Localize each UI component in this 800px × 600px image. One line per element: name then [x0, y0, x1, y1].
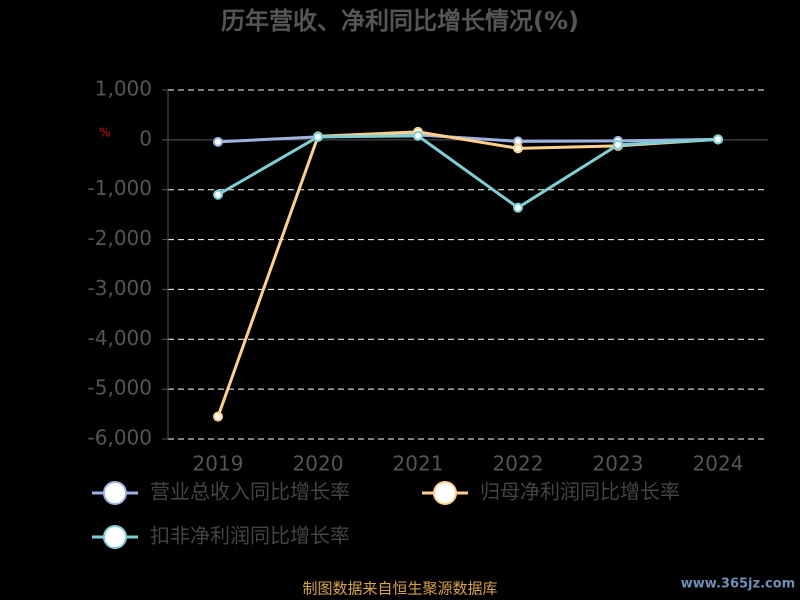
legend-label: 归母净利润同比增长率 [480, 480, 680, 504]
series-line [217, 133, 719, 144]
y-unit: % [99, 126, 110, 140]
y-tick-label: -5,000 [88, 376, 152, 400]
x-tick-label: 2024 [693, 452, 744, 476]
point [213, 411, 223, 422]
legend-label: 扣非净利润同比增长率 [150, 524, 350, 548]
point [213, 136, 223, 147]
y-tick-label: -1,000 [88, 176, 152, 200]
legend-marker [103, 525, 127, 549]
y-tick-label: -2,000 [88, 226, 152, 250]
legend-marker [103, 481, 127, 505]
series-line [217, 134, 719, 210]
x-tick-label: 2020 [293, 452, 344, 476]
y-tick-label: -6,000 [88, 426, 152, 450]
point [513, 202, 523, 213]
y-tick-label: -3,000 [88, 276, 152, 300]
point [313, 131, 323, 142]
x-tick-label: 2021 [393, 452, 444, 476]
point [513, 143, 523, 154]
x-tick-label: 2019 [193, 452, 244, 476]
point [213, 189, 223, 200]
legend-label: 营业总收入同比增长率 [150, 480, 350, 504]
legend-marker [433, 481, 457, 505]
chart-title: 历年营收、净利同比增长情况(%) [221, 7, 579, 35]
x-tick-label: 2023 [593, 452, 644, 476]
y-tick-label: 0 [139, 126, 152, 150]
watermark: www.365jz.com [681, 577, 795, 592]
y-tick-label: 1,000 [95, 77, 152, 101]
y-tick-label: -4,000 [88, 326, 152, 350]
point [413, 130, 423, 141]
series-line [216, 130, 719, 418]
x-tick-label: 2022 [493, 452, 544, 476]
source-note: 制图数据来自恒生聚源数据库 [302, 580, 497, 598]
point [613, 139, 623, 150]
point [713, 134, 723, 145]
